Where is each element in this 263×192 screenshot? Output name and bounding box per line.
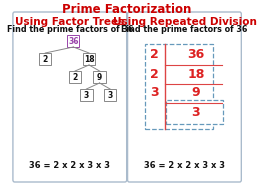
Text: 2: 2 bbox=[150, 68, 159, 80]
Text: 2: 2 bbox=[72, 73, 78, 81]
FancyBboxPatch shape bbox=[128, 12, 241, 182]
Text: Find the prime factors of 36: Find the prime factors of 36 bbox=[121, 25, 248, 34]
Text: Using Repeated Division: Using Repeated Division bbox=[113, 17, 256, 27]
FancyBboxPatch shape bbox=[13, 12, 127, 182]
Text: 36: 36 bbox=[187, 49, 204, 61]
Text: 3: 3 bbox=[84, 90, 89, 99]
Text: Using Factor Trees: Using Factor Trees bbox=[15, 17, 124, 27]
Text: Find the prime factors of 36: Find the prime factors of 36 bbox=[7, 25, 133, 34]
Text: 9: 9 bbox=[191, 87, 200, 99]
Bar bbox=[39, 53, 52, 65]
Text: 3: 3 bbox=[150, 87, 159, 99]
Bar bbox=[93, 71, 106, 83]
FancyBboxPatch shape bbox=[145, 44, 213, 129]
Text: 18: 18 bbox=[84, 55, 94, 64]
Text: 18: 18 bbox=[187, 68, 205, 80]
Text: 9: 9 bbox=[97, 73, 102, 81]
Text: 3: 3 bbox=[107, 90, 113, 99]
Text: Prime Factorization: Prime Factorization bbox=[62, 3, 192, 16]
Text: 3: 3 bbox=[191, 105, 200, 118]
Bar bbox=[104, 89, 116, 101]
FancyBboxPatch shape bbox=[166, 100, 223, 124]
Bar bbox=[67, 35, 79, 47]
Text: 36 = 2 x 2 x 3 x 3: 36 = 2 x 2 x 3 x 3 bbox=[29, 161, 110, 170]
Text: 2: 2 bbox=[150, 49, 159, 61]
Bar bbox=[83, 53, 95, 65]
Bar bbox=[80, 89, 93, 101]
Text: 2: 2 bbox=[43, 55, 48, 64]
Bar bbox=[69, 71, 81, 83]
Text: 36: 36 bbox=[68, 36, 79, 46]
Text: 36 = 2 x 2 x 3 x 3: 36 = 2 x 2 x 3 x 3 bbox=[144, 161, 225, 170]
